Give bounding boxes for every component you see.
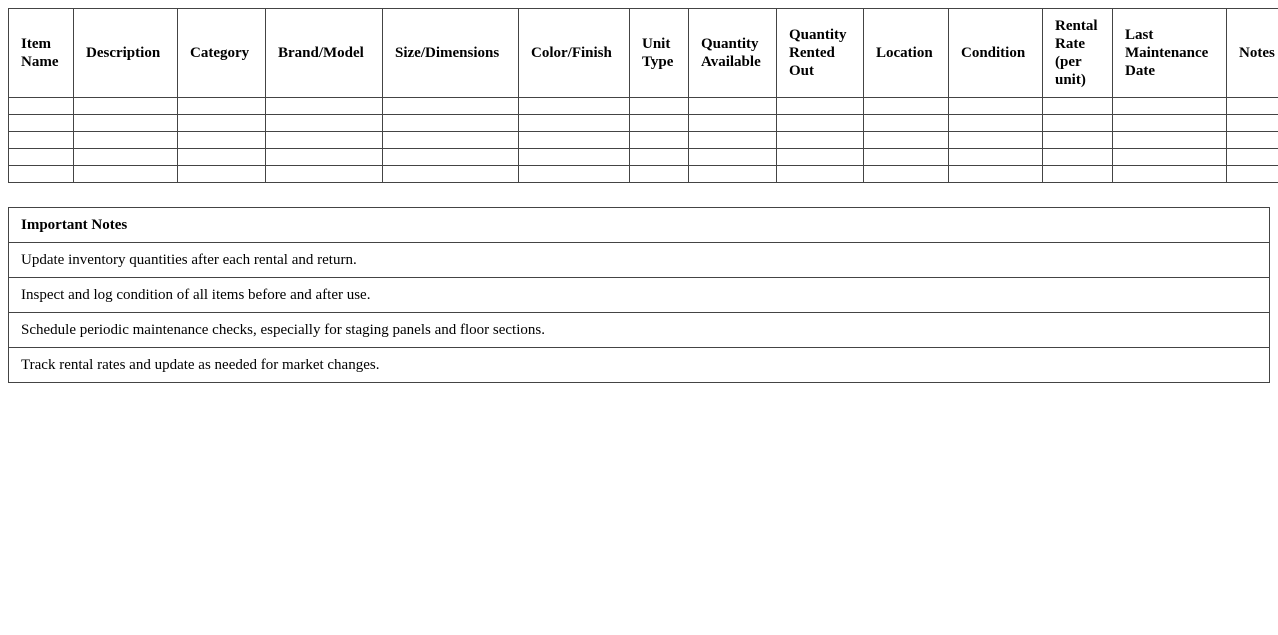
table-row [8, 114, 1278, 132]
table-cell[interactable] [776, 165, 864, 183]
table-cell[interactable] [629, 165, 689, 183]
table-cell[interactable] [1042, 114, 1113, 132]
table-cell[interactable] [688, 97, 777, 115]
table-cell[interactable] [948, 131, 1043, 149]
column-header: Category [177, 8, 266, 98]
table-cell[interactable] [518, 97, 630, 115]
note-item: Track rental rates and update as needed … [8, 347, 1270, 383]
table-cell[interactable] [948, 114, 1043, 132]
table-cell[interactable] [1042, 148, 1113, 166]
table-cell[interactable] [382, 114, 519, 132]
column-header: Quantity Rented Out [776, 8, 864, 98]
table-cell[interactable] [8, 131, 74, 149]
table-cell[interactable] [948, 97, 1043, 115]
column-header: Description [73, 8, 178, 98]
table-cell[interactable] [177, 97, 266, 115]
column-header: Item Name [8, 8, 74, 98]
column-header: Unit Type [629, 8, 689, 98]
table-cell[interactable] [518, 114, 630, 132]
table-cell[interactable] [73, 114, 178, 132]
table-cell[interactable] [776, 97, 864, 115]
column-header: Condition [948, 8, 1043, 98]
table-cell[interactable] [382, 131, 519, 149]
note-item: Schedule periodic maintenance checks, es… [8, 312, 1270, 348]
column-header: Last Maintenance Date [1112, 8, 1227, 98]
table-cell[interactable] [776, 148, 864, 166]
table-cell[interactable] [629, 148, 689, 166]
table-cell[interactable] [688, 114, 777, 132]
table-cell[interactable] [1226, 114, 1278, 132]
table-cell[interactable] [863, 131, 949, 149]
table-cell[interactable] [629, 131, 689, 149]
notes-title: Important Notes [8, 207, 1270, 243]
note-item: Update inventory quantities after each r… [8, 242, 1270, 278]
inventory-table: Item Name Description Category Brand/Model S… [8, 8, 1278, 183]
table-cell[interactable] [8, 165, 74, 183]
column-header: Size/Dimensions [382, 8, 519, 98]
table-row [8, 165, 1278, 183]
note-item: Inspect and log condition of all items b… [8, 277, 1270, 313]
table-cell[interactable] [518, 148, 630, 166]
column-header: Brand/Model [265, 8, 383, 98]
table-cell[interactable] [518, 131, 630, 149]
table-row [8, 97, 1278, 115]
table-cell[interactable] [265, 114, 383, 132]
column-header: Notes [1226, 8, 1278, 98]
table-cell[interactable] [1112, 148, 1227, 166]
column-header: Location [863, 8, 949, 98]
table-cell[interactable] [518, 165, 630, 183]
table-cell[interactable] [863, 97, 949, 115]
table-cell[interactable] [265, 131, 383, 149]
table-cell[interactable] [629, 97, 689, 115]
table-cell[interactable] [948, 165, 1043, 183]
table-cell[interactable] [177, 148, 266, 166]
table-cell[interactable] [1112, 165, 1227, 183]
table-row [8, 131, 1278, 149]
column-header: Rental Rate (per unit) [1042, 8, 1113, 98]
table-cell[interactable] [863, 148, 949, 166]
table-cell[interactable] [265, 148, 383, 166]
table-cell[interactable] [1112, 131, 1227, 149]
important-notes-table: Important Notes Update inventory quantit… [8, 207, 1270, 383]
table-cell[interactable] [1112, 97, 1227, 115]
table-cell[interactable] [1226, 148, 1278, 166]
table-cell[interactable] [382, 97, 519, 115]
table-cell[interactable] [688, 165, 777, 183]
table-cell[interactable] [382, 165, 519, 183]
table-cell[interactable] [1042, 97, 1113, 115]
table-cell[interactable] [177, 131, 266, 149]
table-cell[interactable] [1042, 131, 1113, 149]
table-cell[interactable] [8, 114, 74, 132]
table-cell[interactable] [177, 114, 266, 132]
column-header: Color/Finish [518, 8, 630, 98]
table-cell[interactable] [1112, 114, 1227, 132]
table-cell[interactable] [863, 165, 949, 183]
table-cell[interactable] [8, 97, 74, 115]
table-cell[interactable] [1226, 97, 1278, 115]
table-cell[interactable] [73, 148, 178, 166]
table-cell[interactable] [629, 114, 689, 132]
table-cell[interactable] [863, 114, 949, 132]
table-cell[interactable] [688, 131, 777, 149]
column-header: Quantity Available [688, 8, 777, 98]
table-cell[interactable] [265, 97, 383, 115]
header-row: Item Name Description Category Brand/Model S… [8, 8, 1278, 98]
table-cell[interactable] [1042, 165, 1113, 183]
table-cell[interactable] [382, 148, 519, 166]
table-cell[interactable] [776, 114, 864, 132]
table-cell[interactable] [177, 165, 266, 183]
table-cell[interactable] [948, 148, 1043, 166]
table-cell[interactable] [8, 148, 74, 166]
table-cell[interactable] [776, 131, 864, 149]
table-cell[interactable] [265, 165, 383, 183]
table-row [8, 148, 1278, 166]
table-cell[interactable] [1226, 165, 1278, 183]
table-cell[interactable] [73, 97, 178, 115]
table-cell[interactable] [73, 165, 178, 183]
table-cell[interactable] [688, 148, 777, 166]
table-cell[interactable] [1226, 131, 1278, 149]
table-cell[interactable] [73, 131, 178, 149]
